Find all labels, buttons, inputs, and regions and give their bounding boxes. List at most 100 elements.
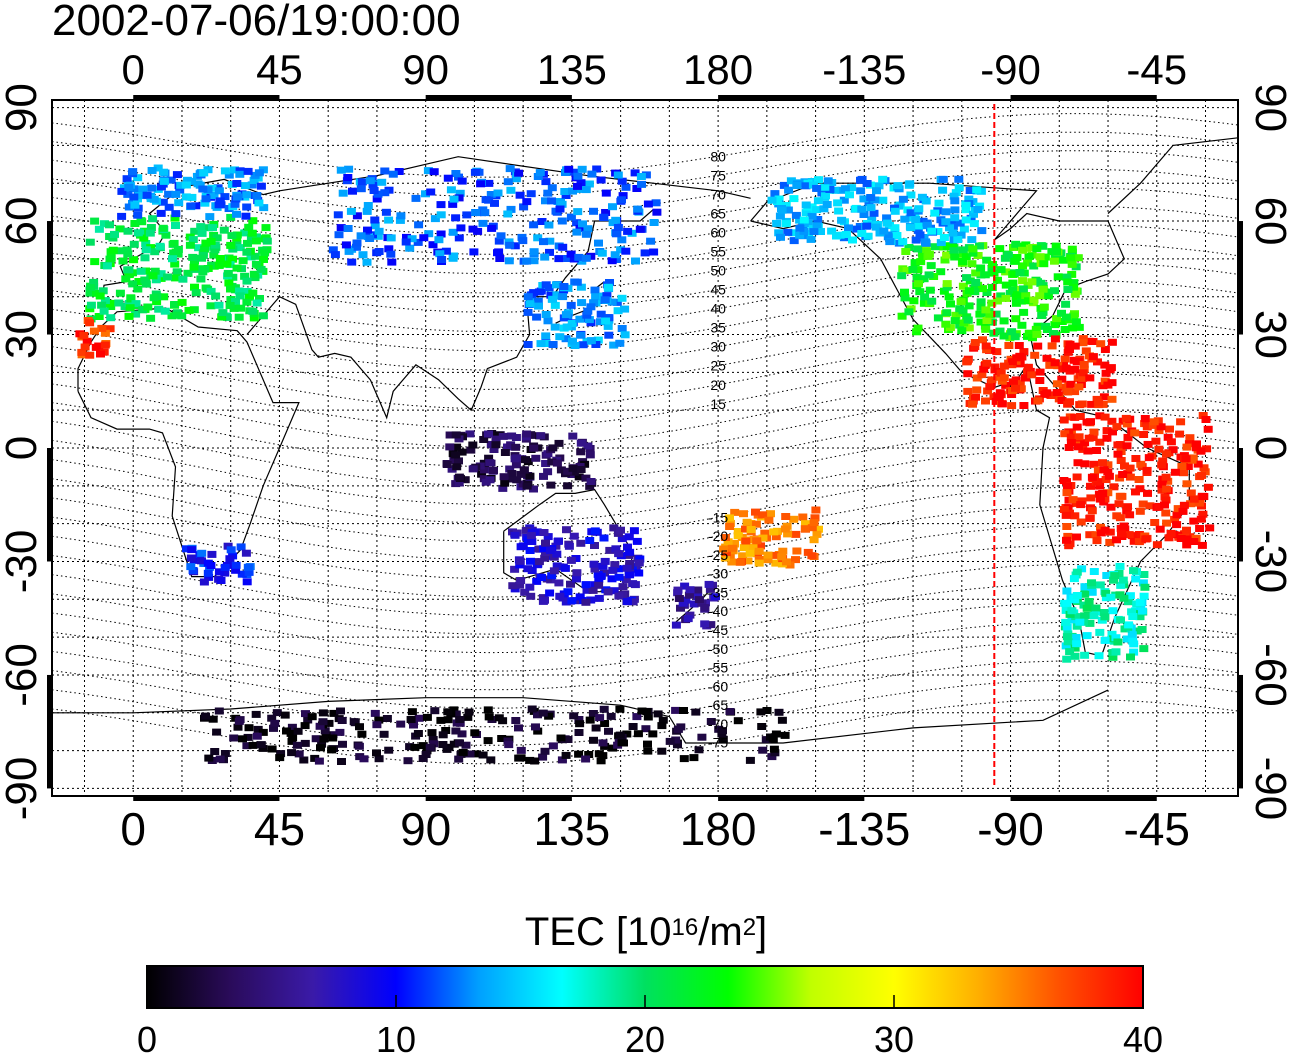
tec-cell bbox=[807, 552, 817, 560]
tec-cell bbox=[614, 565, 624, 573]
tec-cell bbox=[232, 264, 242, 272]
tec-cell bbox=[772, 551, 782, 559]
tec-cell bbox=[86, 284, 96, 292]
tec-cell bbox=[384, 746, 394, 754]
tec-cell bbox=[920, 293, 930, 301]
tec-cell bbox=[541, 332, 551, 340]
axis-bar-top bbox=[425, 95, 572, 100]
tec-cell bbox=[458, 748, 468, 756]
tec-cell bbox=[586, 478, 596, 485]
tec-cell bbox=[428, 241, 438, 249]
tec-cell bbox=[245, 293, 254, 301]
tec-cell bbox=[809, 519, 819, 527]
tec-cell bbox=[187, 546, 197, 554]
tec-cell bbox=[197, 229, 207, 237]
tec-cell bbox=[827, 227, 837, 235]
tec-cell bbox=[576, 331, 586, 339]
tec-cell bbox=[738, 552, 748, 560]
tec-cell bbox=[1105, 528, 1115, 536]
tec-cell bbox=[396, 720, 406, 728]
tec-cell bbox=[158, 224, 168, 232]
lon-tick-label-top: 180 bbox=[683, 46, 753, 93]
tec-cell bbox=[1106, 364, 1116, 372]
tec-cell bbox=[147, 184, 157, 192]
tec-cell bbox=[1045, 361, 1055, 369]
tec-cell bbox=[178, 275, 188, 283]
tec-cell bbox=[1010, 257, 1020, 265]
tec-cell bbox=[554, 439, 564, 447]
tec-cell bbox=[547, 572, 557, 580]
tec-cell bbox=[307, 713, 317, 721]
tec-cell bbox=[149, 195, 159, 203]
tec-cell bbox=[231, 566, 241, 574]
tec-cell bbox=[680, 582, 690, 590]
tec-cell bbox=[912, 328, 922, 336]
tec-cell bbox=[1116, 616, 1125, 624]
tec-cell bbox=[936, 239, 946, 247]
tec-cell bbox=[913, 266, 923, 274]
tec-cell bbox=[746, 526, 756, 533]
tec-cell bbox=[807, 524, 817, 532]
tec-cell bbox=[258, 728, 268, 736]
tec-cell bbox=[228, 255, 238, 263]
tec-cell bbox=[632, 537, 642, 545]
tec-cell bbox=[188, 253, 198, 261]
tec-cell bbox=[1131, 488, 1140, 496]
tec-cell bbox=[646, 237, 656, 245]
tec-cell bbox=[526, 592, 536, 600]
tec-cell bbox=[1080, 612, 1090, 620]
tec-cell bbox=[924, 250, 934, 258]
tec-cell bbox=[671, 621, 681, 629]
tec-cell bbox=[596, 757, 606, 765]
tec-cell bbox=[200, 199, 210, 207]
tec-cell bbox=[164, 190, 174, 198]
tec-cell bbox=[436, 230, 446, 238]
tec-cell bbox=[628, 723, 638, 730]
lat-tick-label-left: -90 bbox=[0, 757, 46, 821]
tec-cell bbox=[1015, 380, 1025, 388]
tec-cell bbox=[1072, 622, 1082, 630]
tec-cell bbox=[562, 526, 571, 534]
tec-cell bbox=[197, 557, 206, 565]
tec-cell bbox=[1001, 381, 1011, 389]
tec-cell bbox=[1005, 334, 1015, 342]
tec-cell bbox=[164, 203, 174, 211]
tec-cell bbox=[563, 482, 573, 490]
tec-cell bbox=[212, 728, 222, 736]
tec-cell bbox=[1063, 482, 1072, 490]
tec-cell bbox=[905, 180, 915, 188]
tec-cell bbox=[241, 549, 251, 557]
tec-cell bbox=[1012, 254, 1022, 261]
tec-cell bbox=[568, 337, 577, 345]
tec-cell bbox=[311, 735, 321, 743]
tec-cell bbox=[1166, 438, 1176, 446]
tec-cell bbox=[171, 274, 180, 282]
tec-cell bbox=[251, 260, 261, 268]
tec-cell bbox=[995, 389, 1005, 397]
magnetic-latitude-label: 45 bbox=[710, 282, 726, 298]
tec-cell bbox=[384, 216, 394, 224]
tec-cell bbox=[983, 387, 993, 395]
tec-cell bbox=[718, 727, 727, 735]
tec-cell bbox=[249, 177, 259, 184]
tec-cell bbox=[915, 288, 925, 296]
tec-cell bbox=[507, 432, 517, 440]
tec-cell bbox=[970, 288, 980, 296]
tec-cell bbox=[1075, 618, 1085, 626]
tec-cell bbox=[94, 313, 104, 320]
tec-cell bbox=[594, 594, 604, 602]
tec-cell bbox=[128, 168, 138, 176]
tec-cell bbox=[604, 727, 613, 735]
tec-cell bbox=[909, 297, 919, 305]
tec-cell bbox=[128, 280, 138, 288]
tec-cell bbox=[911, 216, 921, 223]
tec-cell bbox=[525, 583, 535, 591]
tec-cell bbox=[123, 190, 133, 198]
tec-cell bbox=[994, 373, 1003, 381]
tec-cell bbox=[1151, 437, 1161, 445]
tec-cell bbox=[556, 466, 566, 474]
tec-cell bbox=[201, 239, 211, 247]
tec-cell bbox=[1139, 431, 1149, 438]
tec-cell bbox=[938, 175, 948, 183]
tec-cell bbox=[882, 219, 892, 227]
